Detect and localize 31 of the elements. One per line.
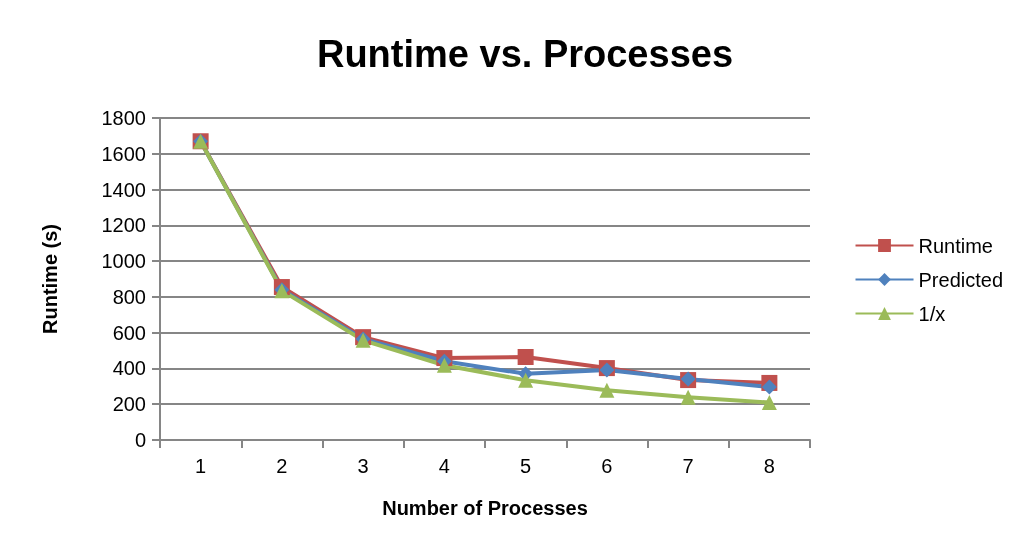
y-tick-label: 1600 (101, 142, 146, 165)
y-tick-label: 1800 (101, 107, 146, 129)
y-tick-label: 1000 (101, 250, 146, 273)
x-tick-label: 1 (195, 455, 207, 477)
point (761, 379, 777, 395)
point (761, 395, 777, 411)
x-tick-label: 3 (357, 455, 369, 477)
y-tick-label: 800 (112, 285, 146, 308)
legend-label: Predicted (918, 268, 1004, 291)
point (599, 382, 615, 398)
x-tick-label: 6 (601, 455, 613, 477)
x-tick-label: 4 (438, 455, 450, 477)
point (518, 372, 534, 388)
point (436, 357, 452, 373)
y-tick-label: 1200 (101, 214, 146, 237)
chart-title: Runtime vs. Processes (316, 33, 734, 75)
y-tick-label: 1400 (101, 178, 146, 201)
legend-label: Runtime (918, 234, 993, 257)
y-tick-label: 400 (112, 357, 146, 380)
point (517, 349, 534, 365)
legend-label: 1/x (918, 302, 946, 325)
y-tick-label: 0 (134, 429, 146, 451)
y-tick-label: 200 (112, 393, 146, 416)
x-tick-label: 5 (520, 455, 532, 477)
x-axis-title: Number of Processes (382, 497, 588, 519)
x-tick-label: 2 (276, 455, 288, 477)
y-tick-label: 600 (112, 321, 146, 344)
x-tick-label: 8 (763, 455, 775, 477)
x-tick-label: 7 (682, 455, 694, 477)
y-axis-title: Runtime (s) (39, 224, 61, 334)
point (680, 389, 696, 405)
